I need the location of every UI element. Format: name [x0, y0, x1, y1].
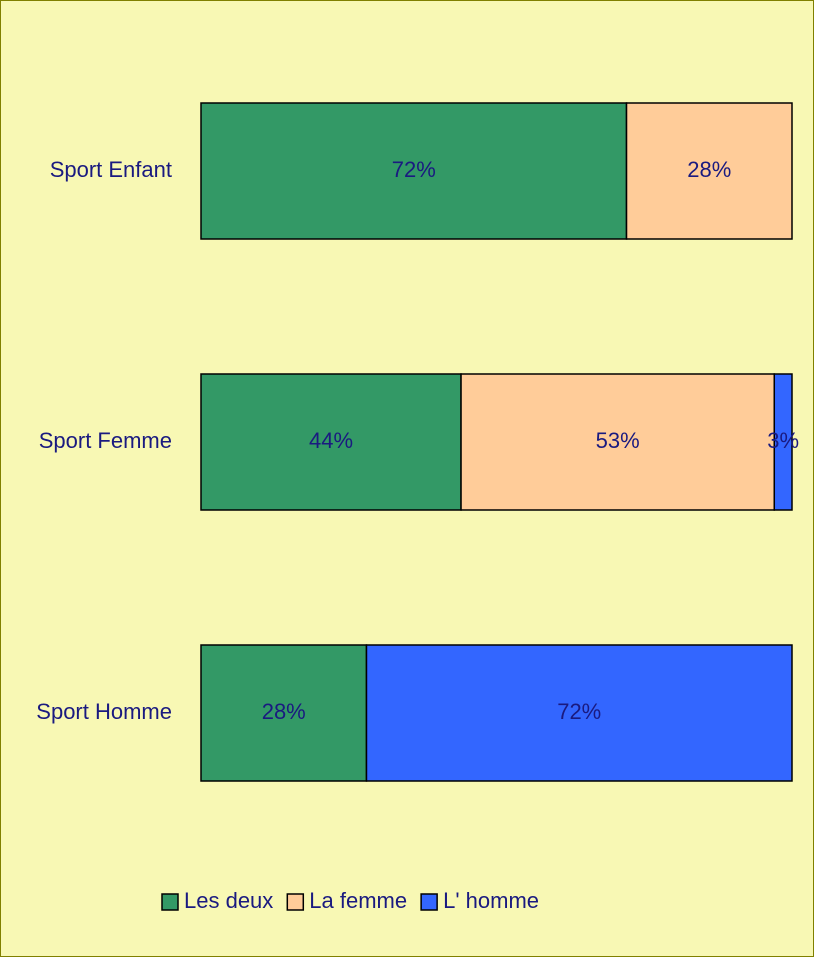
data-label: 28%	[262, 699, 306, 724]
y-tick-label: Sport Homme	[36, 699, 172, 724]
bar-segment	[200, 373, 462, 511]
legend-label: Les deux	[184, 888, 273, 913]
bar-segment	[365, 644, 793, 782]
data-label: 44%	[309, 428, 353, 453]
data-label: 28%	[687, 157, 731, 182]
bar-segment	[200, 102, 628, 240]
bar-segment	[200, 644, 368, 782]
data-label: 72%	[392, 157, 436, 182]
legend-swatch	[161, 893, 179, 911]
bar-segment	[625, 102, 793, 240]
bar-segment	[460, 373, 776, 511]
y-tick-label: Sport Enfant	[50, 157, 172, 182]
bar-segment	[773, 373, 793, 511]
legend-swatch	[420, 893, 438, 911]
data-label: 3%	[767, 428, 799, 453]
data-label: 72%	[557, 699, 601, 724]
y-tick-label: Sport Femme	[39, 428, 172, 453]
data-label: 53%	[596, 428, 640, 453]
legend-label: L' homme	[443, 888, 539, 913]
legend-swatch	[286, 893, 305, 911]
legend-label: La femme	[309, 888, 407, 913]
